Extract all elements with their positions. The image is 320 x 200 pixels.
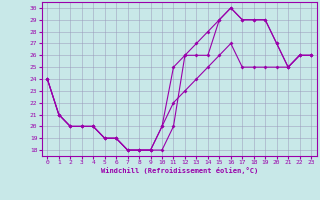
X-axis label: Windchill (Refroidissement éolien,°C): Windchill (Refroidissement éolien,°C) [100, 167, 258, 174]
